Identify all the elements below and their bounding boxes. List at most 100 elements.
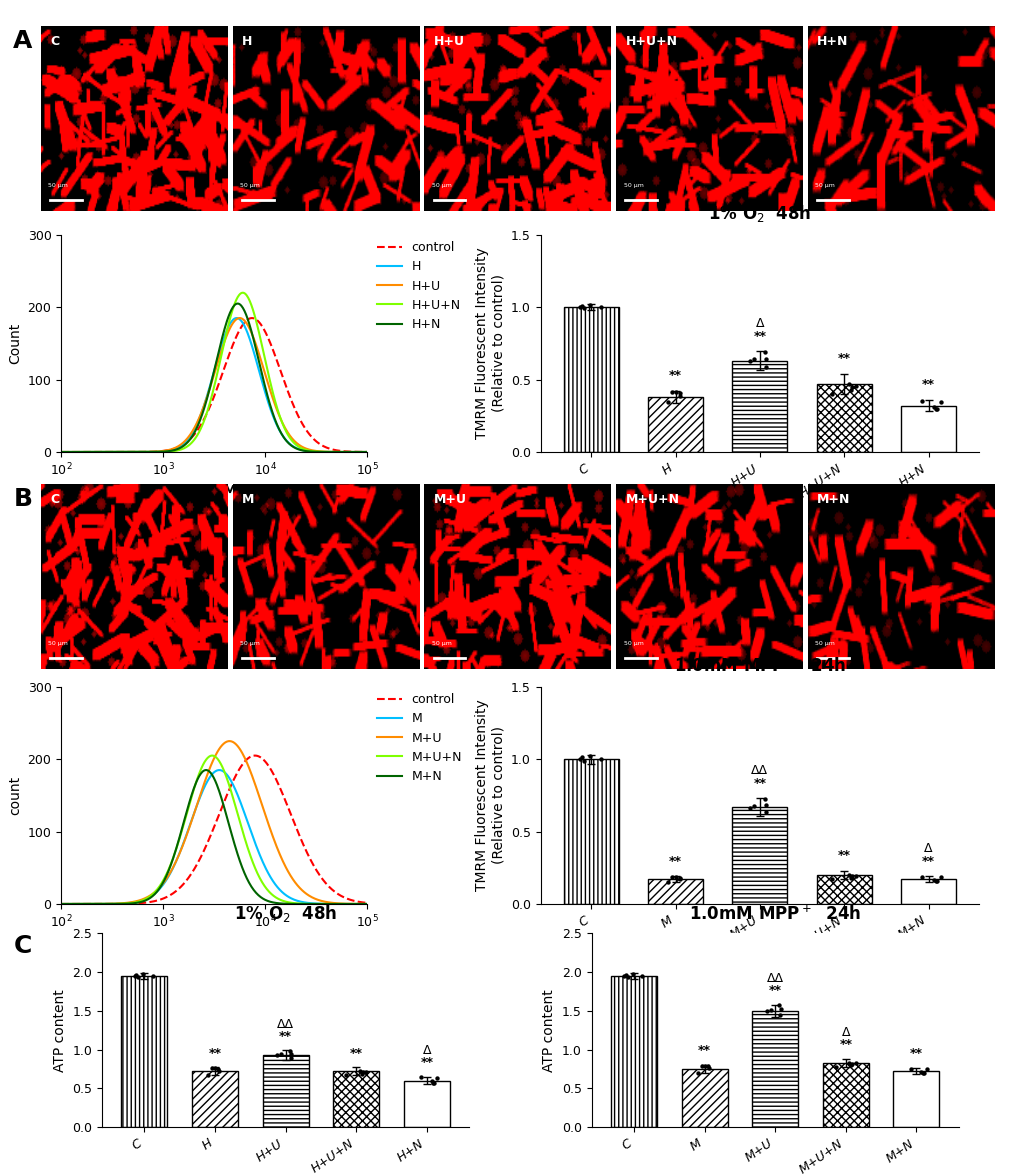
- Text: **: **: [697, 1045, 710, 1058]
- H+U: [55, 445, 67, 459]
- M+U+N: [55, 897, 67, 911]
- Text: 1.0mM MPP$^+$  24h: 1.0mM MPP$^+$ 24h: [689, 904, 860, 924]
- Point: [757, 803, 773, 822]
- Bar: [647, 397, 702, 452]
- Text: **: **: [921, 378, 934, 391]
- Text: **: **: [350, 1047, 363, 1060]
- Point: [429, 1068, 445, 1087]
- Point: [913, 1064, 929, 1082]
- control: [361, 896, 373, 910]
- Point: [902, 1059, 918, 1078]
- Text: 50 μm: 50 μm: [814, 641, 835, 646]
- Point: [634, 966, 650, 985]
- Bar: [121, 976, 167, 1127]
- control: [276, 370, 288, 384]
- Text: **: **: [839, 1038, 852, 1051]
- Text: M+U: M+U: [433, 493, 467, 506]
- Point: [932, 392, 949, 411]
- H+U+N: [176, 441, 189, 456]
- Point: [841, 1053, 857, 1072]
- M+U+N: [248, 859, 260, 873]
- Text: **: **: [668, 370, 682, 383]
- M+N: [276, 897, 288, 911]
- Text: 50 μm: 50 μm: [623, 183, 643, 188]
- Text: 1.0mM MPP$^+$  24h: 1.0mM MPP$^+$ 24h: [674, 656, 845, 676]
- M+N: [176, 821, 189, 835]
- M+N: [200, 763, 212, 777]
- Text: B: B: [13, 487, 33, 511]
- Point: [659, 872, 676, 891]
- Bar: [901, 879, 955, 904]
- Point: [413, 1068, 429, 1087]
- Point: [847, 866, 863, 885]
- Text: C: C: [50, 35, 59, 48]
- control: [176, 878, 189, 892]
- control: [55, 445, 67, 459]
- Point: [423, 1072, 439, 1091]
- Point: [928, 872, 945, 891]
- Point: [671, 868, 687, 886]
- Point: [672, 386, 688, 405]
- Point: [624, 964, 640, 983]
- Point: [619, 967, 635, 986]
- Text: **: **: [921, 855, 934, 868]
- Point: [672, 870, 688, 889]
- Point: [932, 868, 949, 886]
- M+U+N: [155, 877, 167, 891]
- H: [276, 429, 288, 443]
- Point: [282, 1048, 299, 1067]
- M+N: [55, 897, 67, 911]
- H+U+N: [276, 417, 288, 431]
- H+U: [248, 333, 260, 348]
- M+U: [155, 879, 167, 893]
- Point: [573, 748, 589, 767]
- control: [176, 438, 189, 452]
- Point: [741, 352, 757, 371]
- H: [92, 445, 104, 459]
- Point: [200, 1066, 216, 1085]
- Bar: [732, 807, 787, 904]
- Bar: [816, 384, 871, 452]
- Point: [746, 350, 762, 369]
- M+N: [248, 884, 260, 898]
- H: [176, 438, 189, 452]
- Line: H+U+N: H+U+N: [61, 292, 367, 452]
- Point: [741, 798, 757, 817]
- control: [276, 788, 288, 802]
- Point: [358, 1062, 374, 1081]
- Text: H+U: H+U: [433, 35, 465, 48]
- H+N: [278, 431, 290, 445]
- Point: [282, 1045, 299, 1064]
- control: [246, 311, 258, 325]
- Text: **: **: [420, 1055, 433, 1068]
- Line: M: M: [61, 770, 367, 904]
- M+U+N: [206, 749, 218, 763]
- control: [278, 791, 290, 805]
- Bar: [610, 976, 656, 1127]
- H+U: [155, 444, 167, 458]
- M+U: [248, 775, 260, 789]
- Text: 50 μm: 50 μm: [48, 641, 68, 646]
- Point: [843, 866, 859, 885]
- Bar: [192, 1071, 237, 1127]
- M+N: [92, 897, 104, 911]
- Text: **: **: [753, 776, 765, 790]
- M+U: [361, 897, 373, 911]
- M+N: [361, 897, 373, 911]
- H+N: [92, 445, 104, 459]
- H+U: [176, 437, 189, 451]
- Point: [354, 1062, 370, 1081]
- Point: [354, 1065, 370, 1084]
- control: [249, 749, 261, 763]
- Point: [581, 747, 597, 765]
- H+N: [55, 445, 67, 459]
- Point: [771, 1005, 788, 1024]
- Point: [592, 297, 608, 316]
- Bar: [647, 879, 702, 904]
- Point: [847, 1054, 863, 1073]
- Point: [700, 1059, 716, 1078]
- Point: [126, 966, 143, 985]
- Text: Δ: Δ: [841, 1026, 849, 1039]
- Text: **: **: [279, 1030, 291, 1043]
- Bar: [564, 760, 618, 904]
